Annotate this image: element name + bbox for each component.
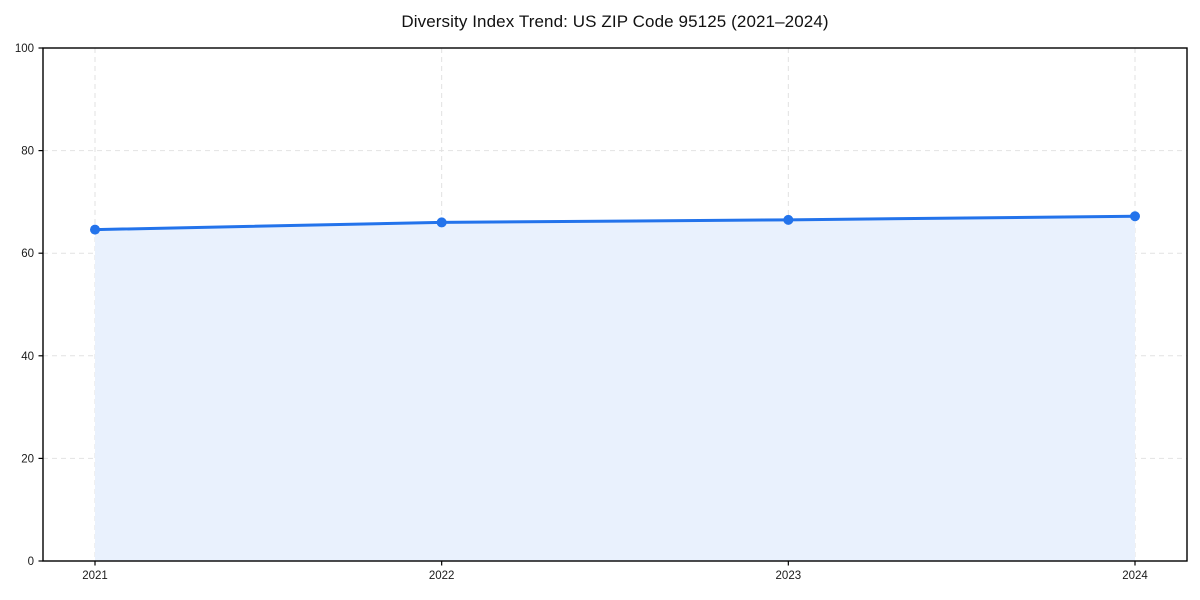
chart-title: Diversity Index Trend: US ZIP Code 95125… bbox=[401, 12, 829, 31]
data-point-2021 bbox=[90, 224, 100, 235]
x-tick-label: 2022 bbox=[429, 570, 455, 582]
x-tick-label: 2021 bbox=[82, 570, 108, 582]
axis-frame bbox=[42, 47, 1188, 562]
y-tick-label: 60 bbox=[21, 248, 34, 260]
y-tick-label: 0 bbox=[28, 556, 34, 568]
data-point-2023 bbox=[783, 214, 794, 225]
data-point-2022 bbox=[436, 217, 447, 228]
area-fill bbox=[95, 216, 1135, 561]
trend-line bbox=[93, 214, 1137, 232]
y-tick-label: 80 bbox=[21, 146, 34, 158]
y-tick-label: 100 bbox=[15, 43, 34, 55]
y-tick-label: 40 bbox=[21, 351, 34, 363]
x-tick-label: 2023 bbox=[776, 570, 802, 582]
data-point-2024 bbox=[1130, 211, 1140, 222]
y-tick-label: 20 bbox=[21, 453, 34, 465]
x-tick-label: 2024 bbox=[1122, 570, 1148, 582]
